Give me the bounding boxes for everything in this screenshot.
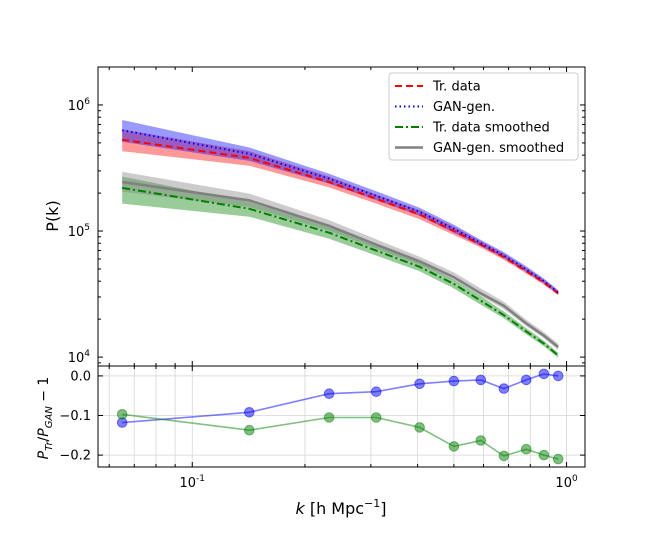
legend-label-3: GAN-gen. smoothed: [433, 141, 564, 156]
ratio-point-1: [116, 409, 128, 420]
series-line-2: [122, 186, 559, 357]
ratio-y-tick-label: −0.2: [59, 449, 91, 464]
series-line-0: [122, 138, 559, 295]
ratio-y-tick-label: 0.0: [70, 369, 91, 384]
ratio-point-1: [323, 412, 335, 423]
top-panel: 104 105 106: [68, 66, 586, 367]
legend-label-0: Tr. data: [432, 80, 481, 95]
bottom-panel: 0.0 −0.1 −0.2 10-1 100: [59, 365, 586, 491]
x-tick-label: 100: [555, 474, 578, 491]
ratio-point-1: [552, 453, 564, 465]
series-band-2: [122, 176, 559, 358]
ratio-point-1: [414, 422, 425, 433]
y-tick-label: 104: [68, 349, 91, 366]
ratio-point-0: [370, 386, 382, 398]
x-tick-label: 10-1: [179, 474, 205, 491]
legend-label-2: Tr. data smoothed: [432, 121, 550, 136]
legend: Tr. data GAN-gen. Tr. data smoothed GAN-gen…: [388, 72, 579, 161]
bottom-y-axis-label: PTr/PGAN − 1: [36, 377, 55, 460]
ratio-point-0: [448, 375, 460, 387]
ratio-point-0: [475, 374, 487, 386]
ratio-point-1: [244, 424, 255, 436]
ratio-line-1: [122, 413, 559, 460]
bottom-plot-frame: [97, 365, 586, 468]
series-line-3: [122, 180, 559, 349]
ratio-point-1: [498, 450, 510, 462]
top-y-axis-label: P(k): [43, 200, 62, 231]
y-tick-label: 105: [68, 223, 90, 240]
legend-box: [388, 72, 579, 161]
ratio-point-0: [498, 383, 510, 394]
ratio-point-1: [475, 435, 487, 446]
ratio-y-tick-label: −0.1: [59, 409, 91, 424]
ratio-point-1: [448, 441, 460, 452]
ratio-point-0: [520, 374, 532, 386]
ratio-point-0: [552, 370, 564, 382]
ratio-point-0: [414, 378, 425, 390]
ratio-point-1: [370, 412, 382, 423]
series-band-3: [122, 171, 559, 350]
legend-label-1: GAN-gen.: [433, 100, 495, 115]
x-axis-label: k [h Mpc−1]: [295, 497, 386, 518]
y-tick-label: 106: [68, 97, 91, 114]
ratio-point-0: [323, 388, 335, 400]
series-band-1: [122, 120, 559, 295]
series-line-1: [122, 129, 559, 294]
ratio-point-1: [520, 443, 532, 455]
ratio-point-0: [538, 368, 550, 380]
ratio-point-0: [244, 407, 255, 418]
ratio-point-1: [538, 449, 550, 461]
